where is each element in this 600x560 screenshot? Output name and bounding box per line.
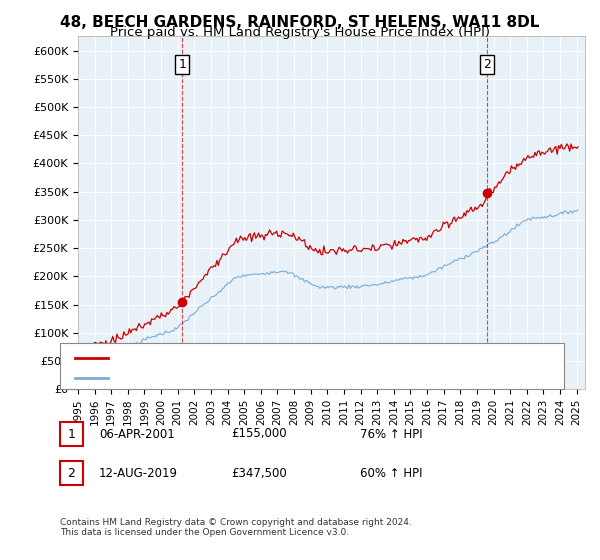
Text: 60% ↑ HPI: 60% ↑ HPI bbox=[360, 466, 422, 480]
Text: 48, BEECH GARDENS, RAINFORD, ST HELENS, WA11 8DL (detached house): 48, BEECH GARDENS, RAINFORD, ST HELENS, … bbox=[114, 353, 503, 363]
Text: £155,000: £155,000 bbox=[231, 427, 287, 441]
Text: 12-AUG-2019: 12-AUG-2019 bbox=[99, 466, 178, 480]
Text: 1: 1 bbox=[178, 58, 186, 71]
Text: HPI: Average price, detached house, St Helens: HPI: Average price, detached house, St H… bbox=[114, 373, 356, 382]
Text: 1: 1 bbox=[67, 427, 76, 441]
Text: 2: 2 bbox=[67, 466, 76, 480]
Text: 06-APR-2001: 06-APR-2001 bbox=[99, 427, 175, 441]
Text: 76% ↑ HPI: 76% ↑ HPI bbox=[360, 427, 422, 441]
Text: Price paid vs. HM Land Registry's House Price Index (HPI): Price paid vs. HM Land Registry's House … bbox=[110, 26, 490, 39]
Text: £347,500: £347,500 bbox=[231, 466, 287, 480]
Text: Contains HM Land Registry data © Crown copyright and database right 2024.
This d: Contains HM Land Registry data © Crown c… bbox=[60, 518, 412, 538]
Text: 2: 2 bbox=[484, 58, 491, 71]
Text: 48, BEECH GARDENS, RAINFORD, ST HELENS, WA11 8DL: 48, BEECH GARDENS, RAINFORD, ST HELENS, … bbox=[61, 15, 539, 30]
